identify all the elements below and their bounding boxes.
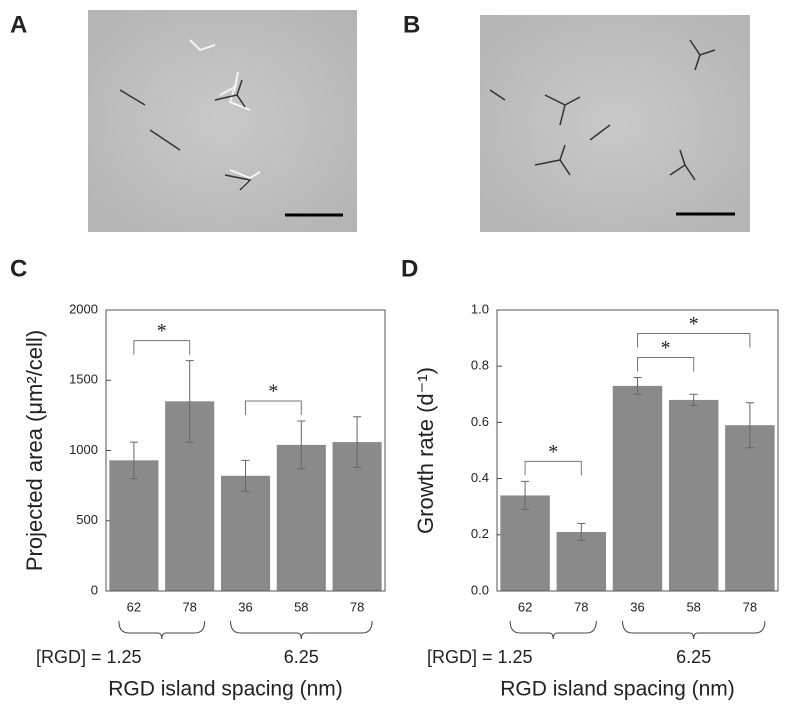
bar — [500, 495, 550, 591]
bar — [109, 460, 159, 591]
significance-label: * — [661, 337, 671, 359]
group-brace — [230, 620, 373, 640]
plot-frame — [105, 309, 386, 592]
group-label: 6.25 — [284, 647, 319, 667]
group-label: 6.25 — [676, 647, 711, 667]
y-tick-label: 0.0 — [471, 582, 489, 597]
x-axis-label: RGD island spacing (nm) — [500, 678, 735, 701]
y-tick-label: 0.2 — [471, 526, 489, 541]
x-tick-label: 62 — [127, 599, 141, 614]
y-tick-label: 1000 — [69, 442, 98, 457]
group-label: [RGD] = 1.25 — [427, 647, 533, 667]
y-tick-label: 0.6 — [471, 414, 489, 429]
error-bar — [745, 402, 754, 449]
x-axis-label: RGD island spacing (nm) — [108, 678, 343, 701]
group-brace — [118, 620, 206, 640]
x-tick-label: 78 — [350, 599, 364, 614]
bar — [668, 399, 719, 591]
y-tick-label: 500 — [76, 512, 98, 527]
x-tick-label: 36 — [238, 599, 252, 614]
x-tick-label: 78 — [574, 599, 588, 614]
significance-bracket — [524, 460, 582, 476]
bar — [220, 475, 271, 591]
error-bar — [689, 393, 698, 407]
panel-label: B — [403, 11, 420, 38]
significance-bracket — [245, 400, 302, 415]
error-bar — [633, 376, 642, 395]
significance-label: * — [689, 313, 699, 335]
error-bar — [129, 441, 138, 480]
y-axis-label: Projected area (μm²/cell) — [22, 330, 47, 571]
panel-label: D — [401, 255, 418, 282]
bar — [556, 531, 607, 591]
error-bar — [353, 416, 362, 468]
significance-label: * — [548, 441, 558, 463]
bar — [725, 425, 775, 591]
y-tick-label: 1.0 — [471, 301, 489, 316]
x-tick-label: 58 — [294, 599, 308, 614]
significance-bracket — [133, 340, 191, 355]
y-tick-label: 1500 — [69, 372, 98, 387]
error-bar — [577, 523, 586, 541]
significance-bracket — [637, 332, 751, 348]
group-label: [RGD] = 1.25 — [36, 647, 142, 667]
plot-frame — [496, 309, 779, 592]
error-bar — [241, 459, 250, 492]
panel-label: A — [10, 11, 27, 38]
significance-bracket — [637, 356, 695, 372]
error-bar — [297, 420, 306, 470]
x-tick-label: 36 — [630, 599, 644, 614]
error-bar — [185, 360, 194, 443]
micrograph — [480, 15, 750, 232]
significance-label: * — [157, 320, 167, 342]
y-tick-label: 2000 — [69, 301, 98, 316]
micrograph — [88, 10, 357, 232]
significance-label: * — [268, 381, 278, 403]
y-axis-label: Growth rate (d⁻¹) — [413, 367, 438, 534]
y-tick-label: 0.8 — [471, 358, 489, 373]
x-tick-label: 58 — [686, 599, 700, 614]
y-tick-label: 0.4 — [471, 470, 489, 485]
group-brace — [509, 620, 597, 640]
bar — [612, 385, 663, 591]
y-tick-label: 0 — [91, 582, 98, 597]
error-bar — [521, 480, 530, 511]
x-tick-label: 62 — [518, 599, 532, 614]
group-brace — [622, 620, 766, 640]
panel-label: C — [10, 255, 27, 282]
x-tick-label: 78 — [182, 599, 196, 614]
x-tick-label: 78 — [743, 599, 757, 614]
